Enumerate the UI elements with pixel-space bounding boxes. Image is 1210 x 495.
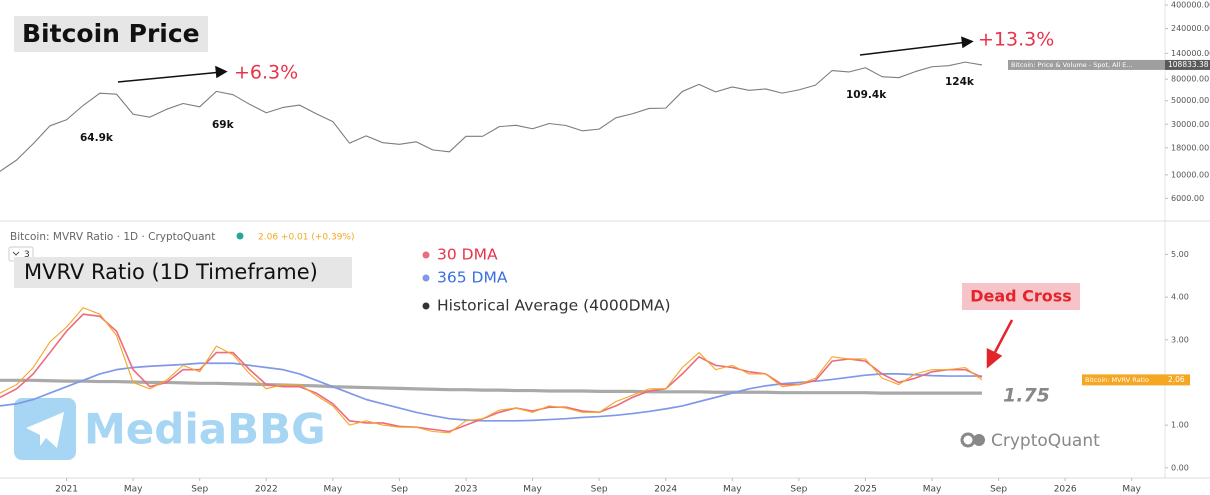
title-box [14, 257, 352, 288]
legend-label: 365 DMA [437, 269, 508, 287]
pane-toggle-count: 3 [24, 250, 30, 260]
legend-tag [1082, 374, 1165, 386]
annotation: +6.3% [234, 62, 298, 84]
dead-cross-arrow [986, 319, 1014, 369]
x-tick-label: 2025 [854, 485, 877, 495]
x-tick-label: 2023 [455, 485, 478, 495]
y-tick-label: 240000.00 [1171, 24, 1210, 33]
y-tick-label: 0.00 [1171, 463, 1189, 472]
y-tick-label: 30000.00 [1171, 120, 1209, 129]
legend-marker [422, 274, 430, 282]
annotation-box [962, 283, 1080, 310]
x-tick-label: Sep [191, 485, 208, 495]
series-line [0, 61, 983, 172]
series-line [0, 313, 983, 433]
x-tick-label: May [1122, 485, 1141, 495]
value-tag [1165, 374, 1190, 386]
x-tick-label: May [523, 485, 542, 495]
y-tick-label: 6000.00 [1171, 194, 1204, 203]
y-tick-label: 400000.00 [1171, 1, 1210, 10]
watermark-icon-plane [26, 412, 64, 448]
series-line [0, 362, 982, 422]
value-tag [1165, 59, 1210, 70]
x-tick-label: 2026 [1054, 485, 1077, 495]
value-tag-label: 108833.38 [1168, 60, 1209, 69]
y-tick-label: 10000.00 [1171, 170, 1209, 179]
y-tick-label: 18000.00 [1171, 143, 1209, 152]
chart-title: Bitcoin Price [22, 19, 200, 48]
annotation: 109.4k [846, 89, 887, 101]
source-watermark: CryptoQuant [960, 431, 1100, 451]
status-dot [236, 232, 244, 240]
legend-label: 30 DMA [437, 246, 498, 264]
annotation: Dead Cross [970, 287, 1072, 306]
legend-label: Historical Average (4000DMA) [437, 297, 671, 315]
pane-header: Bitcoin: MVRV Ratio · 1D · CryptoQuant [10, 231, 215, 243]
y-tick-label: 80000.00 [1171, 75, 1209, 84]
x-tick-label: 2022 [255, 485, 278, 495]
x-tick-label: May [923, 485, 942, 495]
x-tick-label: Sep [391, 485, 408, 495]
x-tick-label: Sep [990, 485, 1007, 495]
source-text: CryptoQuant [991, 431, 1100, 451]
annotation: 64.9k [80, 132, 114, 144]
legend-label: Bitcoin: MVRV Ratio [1085, 376, 1149, 384]
y-tick-label: 5.00 [1171, 250, 1189, 259]
trend-arrow [117, 36, 974, 83]
annotation: 124k [945, 76, 975, 88]
y-tick-label: 4.00 [1171, 293, 1189, 302]
y-tick-label: 1.00 [1171, 421, 1189, 430]
x-tick-label: May [723, 485, 742, 495]
value-tag-label: 2.06 [1168, 375, 1185, 384]
pane-status: 2.06 +0.01 (+0.39%) [258, 233, 355, 243]
legend-tag [1008, 59, 1165, 70]
legend-marker [422, 302, 430, 310]
watermark: MediaBBG [14, 398, 326, 460]
x-tick-label: Sep [790, 485, 807, 495]
x-tick-label: 2021 [55, 485, 78, 495]
x-tick-label: Sep [591, 485, 608, 495]
y-tick-label: 140000.00 [1171, 49, 1210, 58]
series-line [0, 307, 983, 434]
annotation: 1.75 [1003, 385, 1050, 407]
watermark-text: MediaBBG [84, 405, 326, 454]
legend-marker [422, 251, 430, 259]
chart-title: MVRV Ratio (1D Timeframe) [24, 260, 318, 284]
x-tick-label: 2024 [654, 485, 677, 495]
x-tick-label: May [124, 485, 143, 495]
pane-toggle-chevron [12, 251, 20, 256]
y-tick-label: 3.00 [1171, 335, 1189, 344]
annotation: 69k [212, 119, 235, 131]
source-logo [973, 434, 985, 446]
legend-label: Bitcoin: Price & Volume - Spot, All E... [1011, 61, 1133, 69]
x-tick-label: May [324, 485, 343, 495]
title-box [14, 16, 208, 52]
annotation: +13.3% [978, 29, 1054, 51]
y-tick-label: 50000.00 [1171, 96, 1209, 105]
